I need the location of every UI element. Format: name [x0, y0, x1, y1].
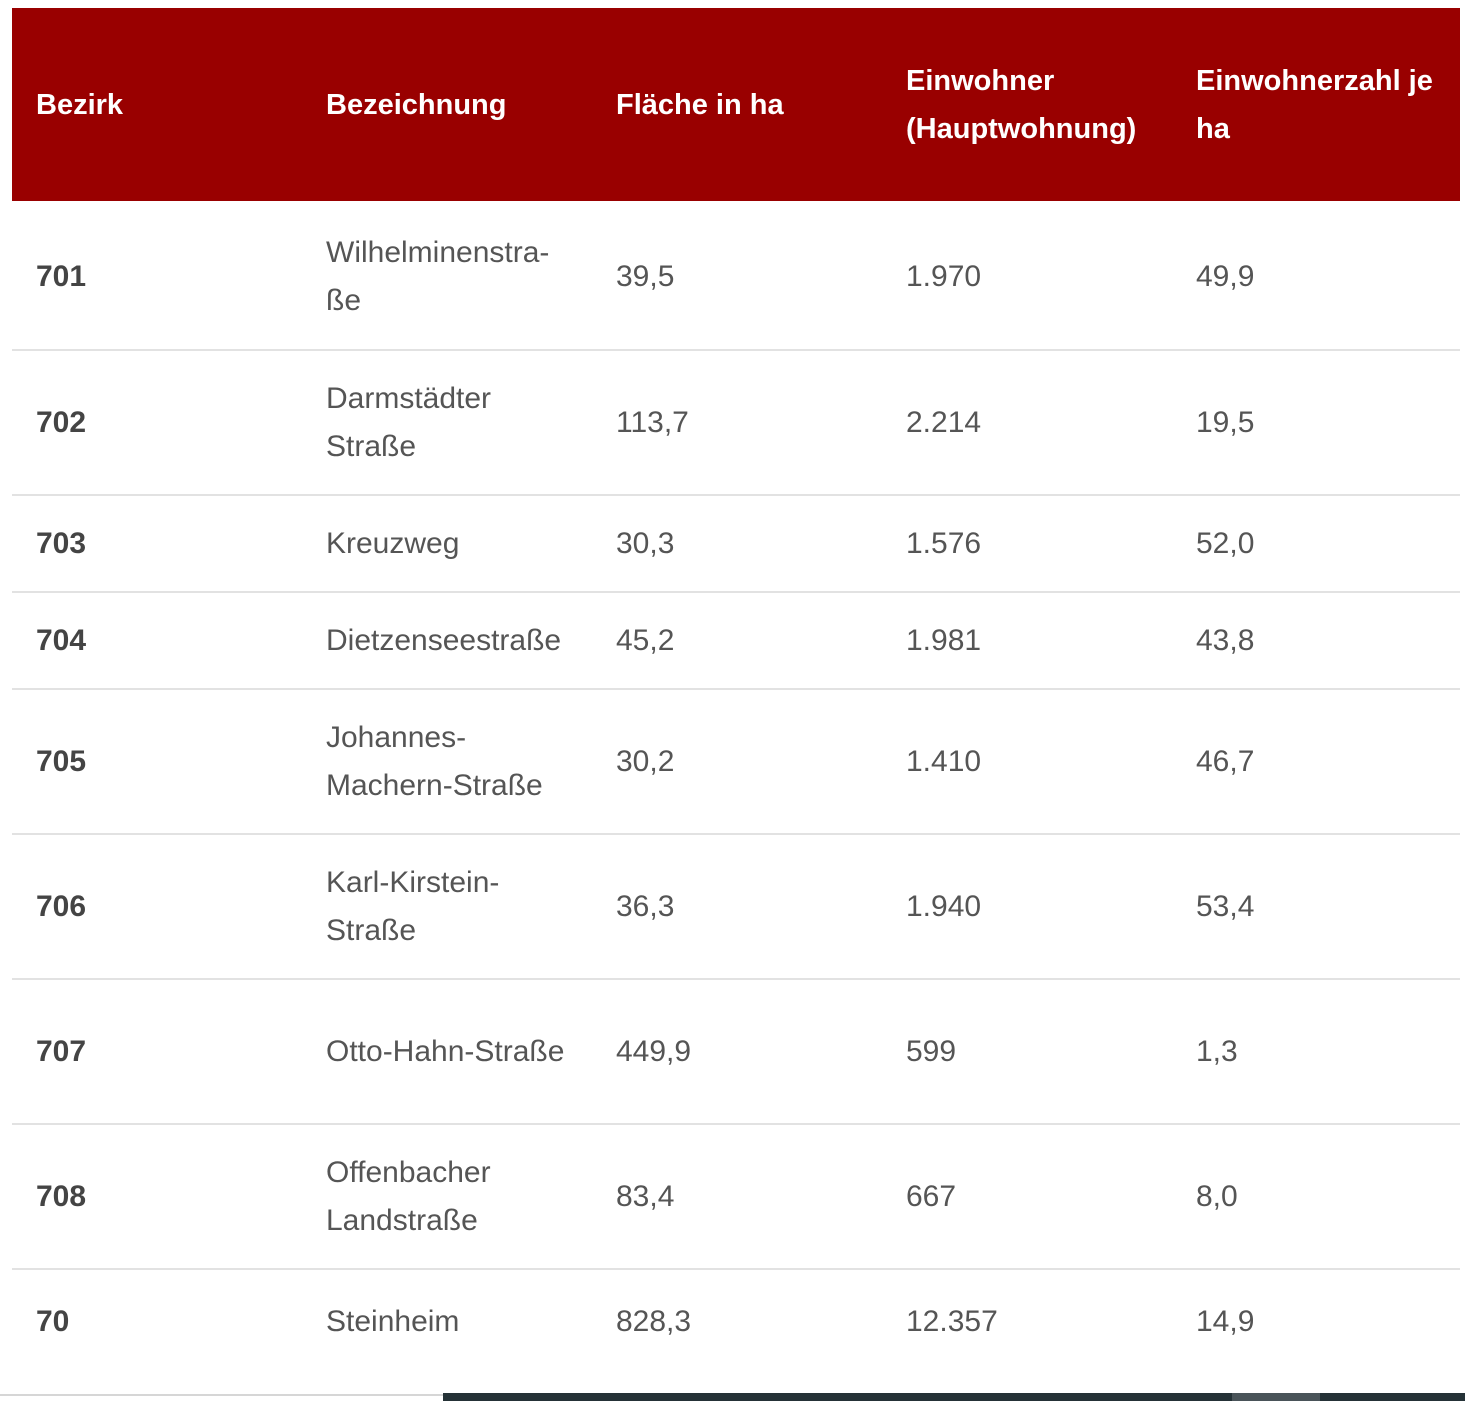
- cell-bezeichnung: Johannes-Machern-Straße: [302, 689, 592, 835]
- scrollbar-track[interactable]: [0, 1394, 443, 1396]
- cell-einwohner: 12.357: [906, 1305, 998, 1338]
- cell-bezeichnung: Darmstädter Straße: [302, 350, 592, 496]
- scrollbar-thumb[interactable]: [443, 1393, 1465, 1401]
- cell-einwohner: 1.576: [882, 495, 1172, 593]
- table-row-total: 70 Steinheim 828,3 12.357 14,9: [12, 1269, 1460, 1374]
- cell-bezirk: 707: [12, 979, 302, 1125]
- table-row: 706 Karl-Kirstein-Straße 36,3 1.940 53,4: [12, 834, 1460, 980]
- cell-flaeche: 36,3: [592, 834, 882, 980]
- header-bezirk: Bezirk: [36, 88, 124, 121]
- table-row: 702 Darmstädter Straße 113,7 2.214 19,5: [12, 350, 1460, 496]
- table-row: 705 Johannes-Machern-Straße 30,2 1.410 4…: [12, 689, 1460, 835]
- table-row: 708 Offenbacher Landstraße 83,4 667 8,0: [12, 1124, 1460, 1270]
- cell-bezeichnung: Wilhelminenstra­ße: [302, 205, 592, 351]
- header-einwohner-je-ha: Einwohnerzahl je ha: [1196, 64, 1433, 145]
- district-table: Bezirk Bezeichnung Fläche in ha Einwohne…: [12, 8, 1460, 1374]
- cell-flaeche: 39,5: [592, 205, 882, 351]
- table-header: Bezirk Bezeichnung Fläche in ha Einwohne…: [12, 8, 1460, 205]
- cell-bezeichnung: Karl-Kirstein-Straße: [302, 834, 592, 980]
- cell-flaeche: 30,3: [592, 495, 882, 593]
- table-row: 707 Otto-Hahn-Straße 449,9 599 1,3: [12, 979, 1460, 1125]
- scrollbar-thumb-grip[interactable]: [1232, 1393, 1320, 1401]
- cell-bezeichnung: Kreuzweg: [302, 495, 592, 593]
- header-flaeche: Fläche in ha: [616, 88, 784, 121]
- cell-bezeichnung: Dietzenseestraße: [302, 592, 592, 690]
- cell-einwohner-je-ha: 53,4: [1172, 834, 1460, 980]
- table-row: 701 Wilhelminenstra­ße 39,5 1.970 49,9: [12, 205, 1460, 351]
- header-row: Bezirk Bezeichnung Fläche in ha Einwohne…: [12, 8, 1460, 201]
- cell-flaeche: 828,3: [616, 1305, 692, 1338]
- horizontal-scrollbar[interactable]: [0, 1393, 1465, 1401]
- cell-bezirk: 704: [12, 592, 302, 690]
- cell-einwohner-je-ha: 14,9: [1196, 1305, 1255, 1338]
- cell-einwohner: 1.940: [882, 834, 1172, 980]
- cell-einwohner: 1.970: [882, 205, 1172, 351]
- cell-flaeche: 83,4: [592, 1124, 882, 1270]
- table-row: 704 Dietzenseestraße 45,2 1.981 43,8: [12, 592, 1460, 690]
- cell-einwohner: 667: [882, 1124, 1172, 1270]
- cell-flaeche: 30,2: [592, 689, 882, 835]
- cell-einwohner-je-ha: 43,8: [1172, 592, 1460, 690]
- cell-bezirk: 701: [12, 205, 302, 351]
- cell-bezirk: 708: [12, 1124, 302, 1270]
- cell-einwohner-je-ha: 19,5: [1172, 350, 1460, 496]
- district-table-container: Bezirk Bezeichnung Fläche in ha Einwohne…: [12, 8, 1460, 1374]
- cell-einwohner-je-ha: 1,3: [1172, 979, 1460, 1125]
- cell-bezeichnung: Offenbacher Landstraße: [302, 1124, 592, 1270]
- cell-flaeche: 45,2: [592, 592, 882, 690]
- cell-einwohner-je-ha: 52,0: [1172, 495, 1460, 593]
- cell-einwohner-je-ha: 49,9: [1172, 205, 1460, 351]
- cell-bezirk: 703: [12, 495, 302, 593]
- cell-einwohner-je-ha: 46,7: [1172, 689, 1460, 835]
- table-body: 701 Wilhelminenstra­ße 39,5 1.970 49,9 7…: [12, 205, 1460, 1374]
- cell-flaeche: 449,9: [592, 979, 882, 1125]
- cell-bezirk: 705: [12, 689, 302, 835]
- cell-flaeche: 113,7: [592, 350, 882, 496]
- cell-einwohner: 1.410: [882, 689, 1172, 835]
- table-row: 703 Kreuzweg 30,3 1.576 52,0: [12, 495, 1460, 593]
- cell-bezirk: 706: [12, 834, 302, 980]
- cell-bezirk: 70: [36, 1305, 70, 1338]
- header-bezeichnung: Bezeichnung: [326, 88, 507, 121]
- cell-bezeichnung: Steinheim: [326, 1305, 460, 1338]
- cell-einwohner: 1.981: [882, 592, 1172, 690]
- cell-einwohner-je-ha: 8,0: [1172, 1124, 1460, 1270]
- cell-bezeichnung: Otto-Hahn-Straße: [302, 979, 592, 1125]
- cell-einwohner: 2.214: [882, 350, 1172, 496]
- cell-einwohner: 599: [882, 979, 1172, 1125]
- header-einwohner: Einwohner (Hauptwoh­nung): [906, 64, 1137, 145]
- cell-bezirk: 702: [12, 350, 302, 496]
